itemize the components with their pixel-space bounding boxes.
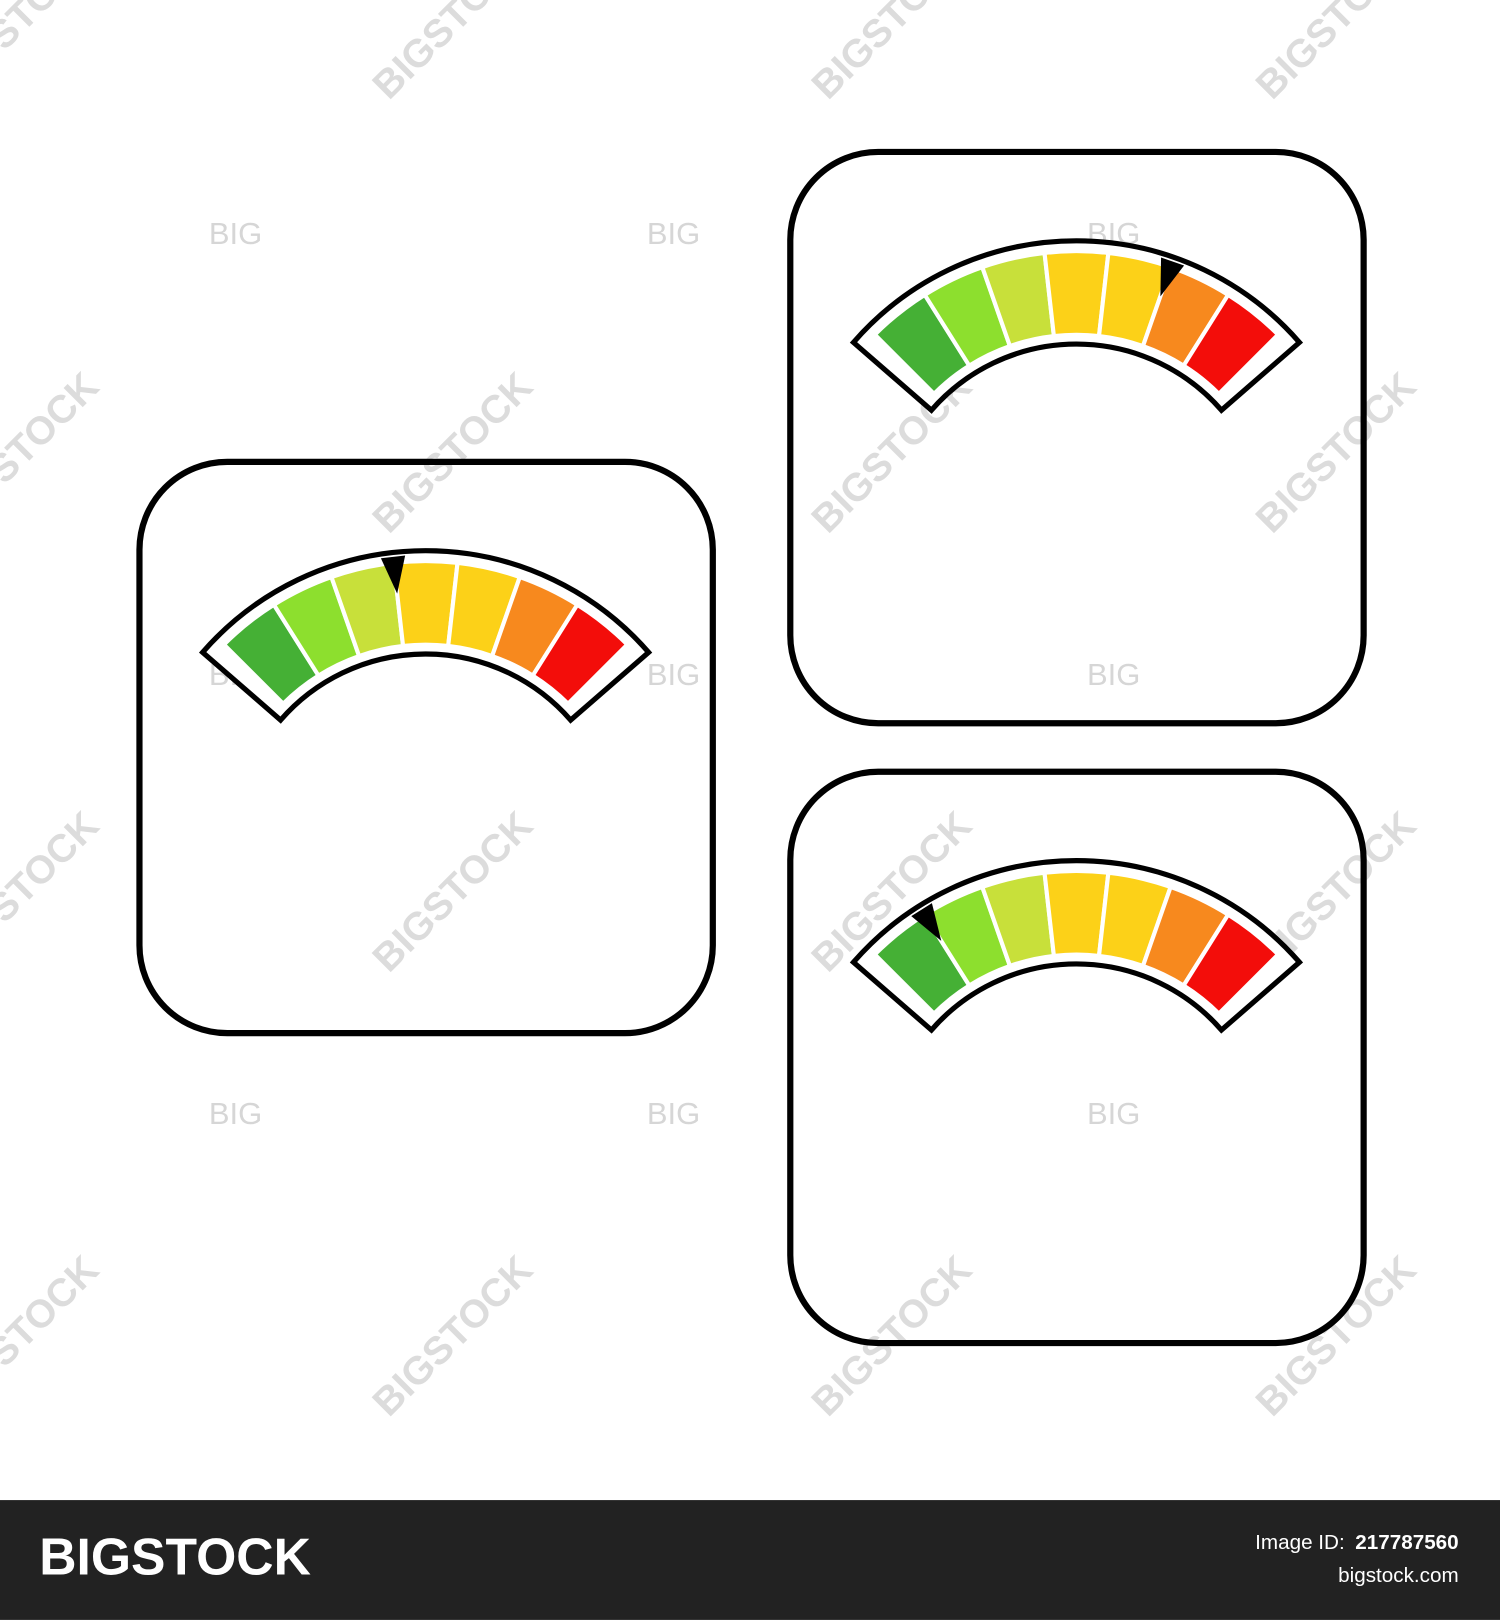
- footer-brand: BIGSTOCK: [39, 1528, 311, 1586]
- gauge-segment: [529, 601, 631, 707]
- watermark-big: BIG: [1087, 657, 1140, 692]
- watermark-big: BIG: [647, 216, 700, 251]
- scales: [136, 148, 1367, 1347]
- footer-id-label: Image ID:: [1255, 1531, 1345, 1554]
- gauge-segment: [1180, 911, 1281, 1017]
- watermark-big: BIG: [647, 1096, 700, 1131]
- scale-body: [787, 768, 1367, 1347]
- footer-id: 217787560: [1355, 1531, 1458, 1554]
- footer-bar: [0, 1500, 1500, 1620]
- scale-body: [787, 148, 1367, 727]
- gauge-pointer: [1160, 257, 1185, 297]
- scale-body: [136, 458, 716, 1037]
- watermark-big: BIG: [647, 657, 700, 692]
- watermark-big: BIG: [209, 1096, 262, 1131]
- watermark-big: BIG: [209, 216, 262, 251]
- footer-site: bigstock.com: [1338, 1564, 1459, 1587]
- gauge-pointer: [380, 555, 406, 594]
- gauge-pointer: [911, 903, 942, 941]
- gauge-segment: [1180, 291, 1281, 397]
- watermark-big: BIG: [1087, 1096, 1140, 1131]
